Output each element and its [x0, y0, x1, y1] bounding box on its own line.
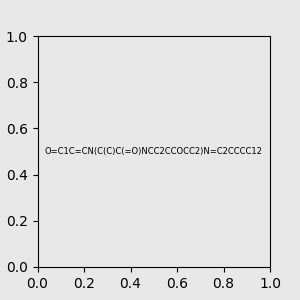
Text: O=C1C=CN(C(C)C(=O)NCC2CCOCC2)N=C2CCCC12: O=C1C=CN(C(C)C(=O)NCC2CCOCC2)N=C2CCCC12 — [45, 147, 263, 156]
